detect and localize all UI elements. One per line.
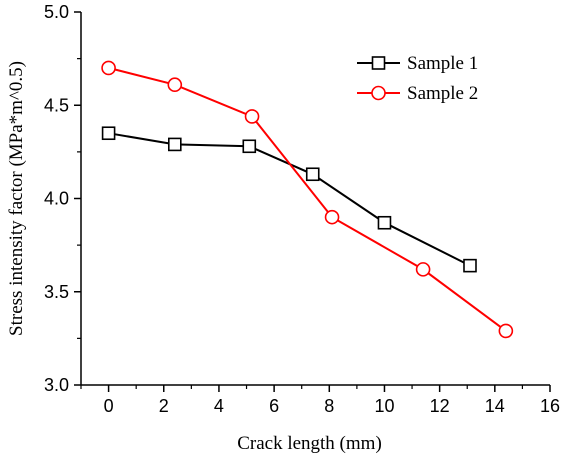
data-point [415,262,431,277]
data-point [305,167,320,182]
x-tick-label: 8 [324,396,334,416]
legend-marker [371,85,386,101]
legend: Sample 1 Sample 2 [357,53,478,104]
data-point [242,139,257,154]
legend-item-2: Sample 2 [357,83,478,104]
data-point [244,109,260,124]
y-tick-label: 5.0 [44,2,69,22]
legend-item-1: Sample 1 [357,53,478,74]
y-axis-label: Stress intensity factor (MPa*m^0.5) [6,61,27,336]
x-tick-label: 6 [269,396,279,416]
x-tick-label: 10 [374,396,394,416]
y-tick-label: 3.0 [44,375,69,395]
data-point [101,126,116,141]
x-tick-label: 14 [485,396,505,416]
series-line [108,132,471,267]
series-2 [101,60,514,339]
y-tick-label: 4.5 [44,95,69,115]
x-tick-label: 16 [540,396,560,416]
data-point [101,60,116,76]
data-point [168,137,182,152]
x-tick-label: 0 [104,396,114,416]
legend-marker [371,56,386,70]
data-point [498,323,514,339]
series-line [108,66,507,332]
data-point [463,258,477,273]
y-tick-label: 4.0 [44,189,69,209]
axes: 0 2 4 6 8 10 12 14 16 3.0 3.5 4.0 4.5 5.0 [44,2,560,416]
x-tick-label: 4 [214,396,224,416]
data-point [324,209,340,225]
legend-label: Sample 1 [407,53,478,74]
data-point [167,77,183,93]
legend-label: Sample 2 [407,83,478,104]
series-1 [101,126,477,273]
series-layer [101,60,514,339]
x-axis-label: Crack length (mm) [237,433,382,454]
data-point [377,215,392,230]
y-tick-label: 3.5 [44,282,69,302]
x-tick-label: 2 [159,396,169,416]
x-tick-label: 12 [430,396,450,416]
